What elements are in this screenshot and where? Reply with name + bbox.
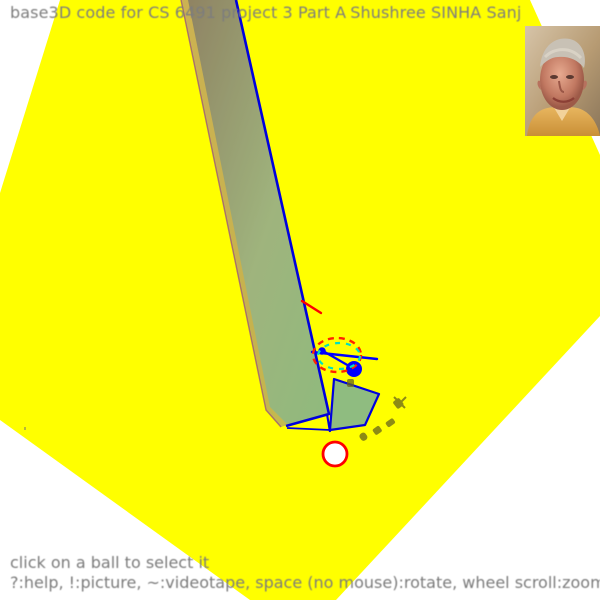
project-title: base3D code for CS 6491 project 3 Part A — [10, 3, 347, 22]
portrait-photo — [525, 26, 600, 136]
blurred-scene-labels — [347, 379, 407, 441]
selection-ellipse-red-dash — [311, 336, 363, 374]
keyboard-help: ?:help, !:picture, ~:videotape, space (n… — [10, 573, 600, 592]
cap-edge-link — [325, 413, 332, 433]
selected-control-point[interactable] — [346, 361, 362, 377]
red-arrow-axis — [300, 299, 323, 315]
cap-face[interactable] — [328, 377, 381, 432]
person-photo-icon — [525, 26, 600, 136]
cap-underside-edge — [286, 427, 331, 431]
selection-hint: click on a ball to select it — [10, 553, 210, 572]
selection-ellipse-cyan-dash — [316, 341, 362, 371]
author-name: Shushree SINHA Sanjana — [350, 3, 522, 22]
tube-red-edge — [180, 0, 282, 428]
tube-main-face[interactable] — [188, 0, 329, 426]
handle-blue-small-dot[interactable] — [318, 347, 326, 355]
window-title-bar: base3D code for CS 6491 project 3 Part A… — [10, 3, 522, 23]
tube-blue-edge — [234, 0, 331, 428]
red-ring-control-point[interactable] — [321, 440, 349, 468]
